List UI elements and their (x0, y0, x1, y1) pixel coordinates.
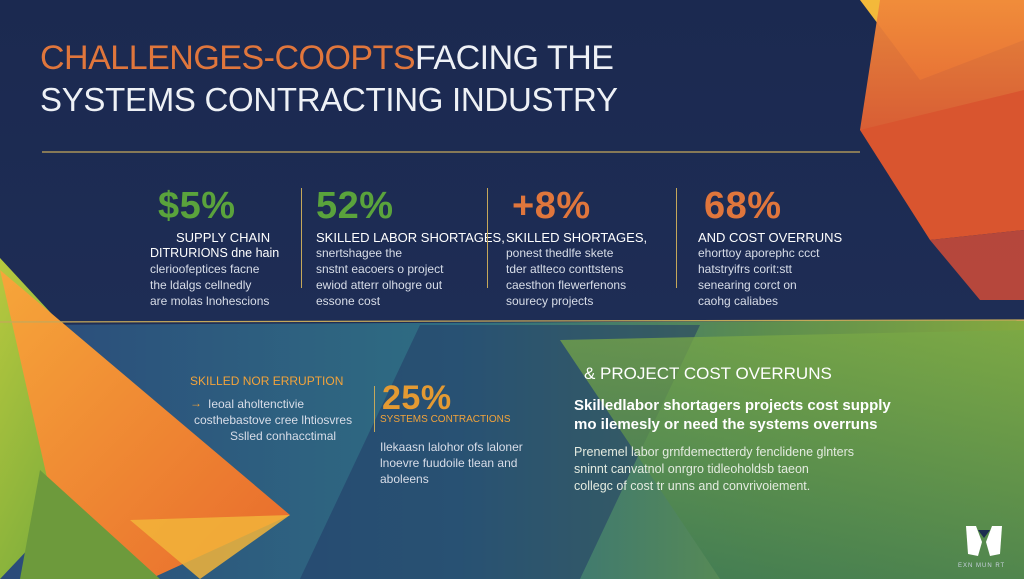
shape-top-right-magenta (930, 230, 1024, 300)
lower-mid-block: 25% SYSTEMS CONTRACTIONS Ilekaasn laloho… (380, 378, 550, 487)
stat-title: AND COST OVERRUNS (698, 230, 843, 245)
stat-column-1: $5% SUPPLY CHAIN DITRURIONS dne hain cle… (150, 186, 295, 309)
stat-title: SKILLED LABOR SHORTAGES, (316, 230, 505, 245)
lower-left-line: Sslled conhacctimal (230, 429, 337, 443)
section-body-line: Prenemel labor grnfdemectterdy fencliden… (574, 445, 855, 459)
lower-divider (374, 386, 375, 432)
section-body-line: collegc of cost tr unns and convrivoieme… (574, 479, 811, 493)
stat-line: the ldalgs cellnedly (150, 278, 252, 292)
page-title: CHALLENGES-COOPTSFACING THE (40, 38, 614, 78)
stat-line: hatstryifrs corit:stt (698, 262, 793, 276)
stat-column-2: 52% SKILLED LABOR SHORTAGES, snertshagee… (316, 185, 505, 309)
stat-line: DITRURIONS dne hain (150, 246, 280, 260)
stat-line: senearing corct on (698, 278, 797, 292)
lower-mid-line: aboleens (380, 472, 429, 486)
stat-line: essone cost (316, 294, 381, 308)
stat-line: caesthon flewerfenons (506, 278, 627, 292)
stat-value: +8% (512, 185, 591, 227)
stat-line: ehorttoy aporephc ccct (698, 246, 820, 260)
stat-column-4: 68% AND COST OVERRUNS ehorttoy aporephc … (698, 186, 858, 309)
stat-line: caohg caliabes (698, 294, 779, 308)
lower-mid-line: Ilekaasn lalohor ofs laloner (380, 440, 523, 454)
stat-line: ewiod atterr olhogre out (316, 278, 443, 292)
title-part-white: FACING THE (415, 39, 614, 77)
stat-value: 68% (704, 185, 782, 227)
section-title: & PROJECT COST OVERRUNS (584, 364, 832, 383)
shape-left-yellow-sliver (130, 515, 290, 579)
stat-line: snertshagee the (316, 246, 403, 260)
brand-logo-icon (966, 526, 1002, 556)
stat-line: ponest thedlfe skete (506, 246, 614, 260)
lower-left-line: costhebastove cree lhtiosvres (194, 413, 353, 427)
brand-logo-caption: EXN MUN RT (958, 563, 1006, 569)
stat-divider (487, 188, 488, 288)
section-sub-line: mo ilemesly or need the systems overruns (574, 416, 878, 433)
lower-right-block: & PROJECT COST OVERRUNS Skilledlabor sho… (574, 364, 964, 495)
lower-mid-value: 25% (382, 379, 452, 417)
section-body-line: sninnt canvatnol onrgro tidleoholdsb tae… (574, 462, 809, 476)
lower-left-heading: SKILLED NOR ERRUPTION (190, 374, 344, 388)
arrow-right-icon: → (190, 396, 202, 410)
shape-right-green (560, 330, 1024, 579)
lower-mid-label: SYSTEMS CONTRACTIONS (380, 414, 511, 425)
title-part-orange: CHALLENGES-COOPTS (40, 39, 416, 77)
lower-left-line: Ieoal aholtenctivie (208, 397, 305, 411)
stat-line: tder atlteco conttstens (506, 262, 624, 276)
brand-logo: EXN MUN RT (958, 524, 1018, 574)
stat-line: are molas lnohescions (150, 294, 270, 308)
shape-top-right-red (860, 90, 1024, 240)
stat-title: SKILLED SHORTAGES, (506, 230, 648, 245)
stat-divider (676, 188, 677, 288)
shape-left-dark-triangle (20, 470, 160, 579)
stat-line: sourecy projects (506, 294, 594, 308)
stat-column-3: +8% SKILLED SHORTAGES, ponest thedlfe sk… (506, 186, 666, 309)
stat-line: clerioofeptices facne (150, 262, 260, 276)
lower-left-first-row: → Ieoal aholtenctivie (190, 396, 370, 412)
stat-value: $5% (158, 185, 236, 227)
stat-line: snstnt eacoers o project (316, 262, 444, 276)
lower-mid-line: lnoevre fuudoile tlean and (380, 456, 518, 470)
lower-left-block: SKILLED NOR ERRUPTION → Ieoal aholtencti… (190, 374, 370, 444)
section-sub-line: Skilledlabor shortagers projects cost su… (574, 397, 891, 414)
page-subtitle: SYSTEMS CONTRACTING INDUSTRY (40, 81, 618, 118)
middle-rule (0, 319, 1024, 323)
stat-value: 52% (316, 185, 394, 227)
stat-divider (301, 188, 302, 288)
stat-title: SUPPLY CHAIN (176, 230, 271, 245)
